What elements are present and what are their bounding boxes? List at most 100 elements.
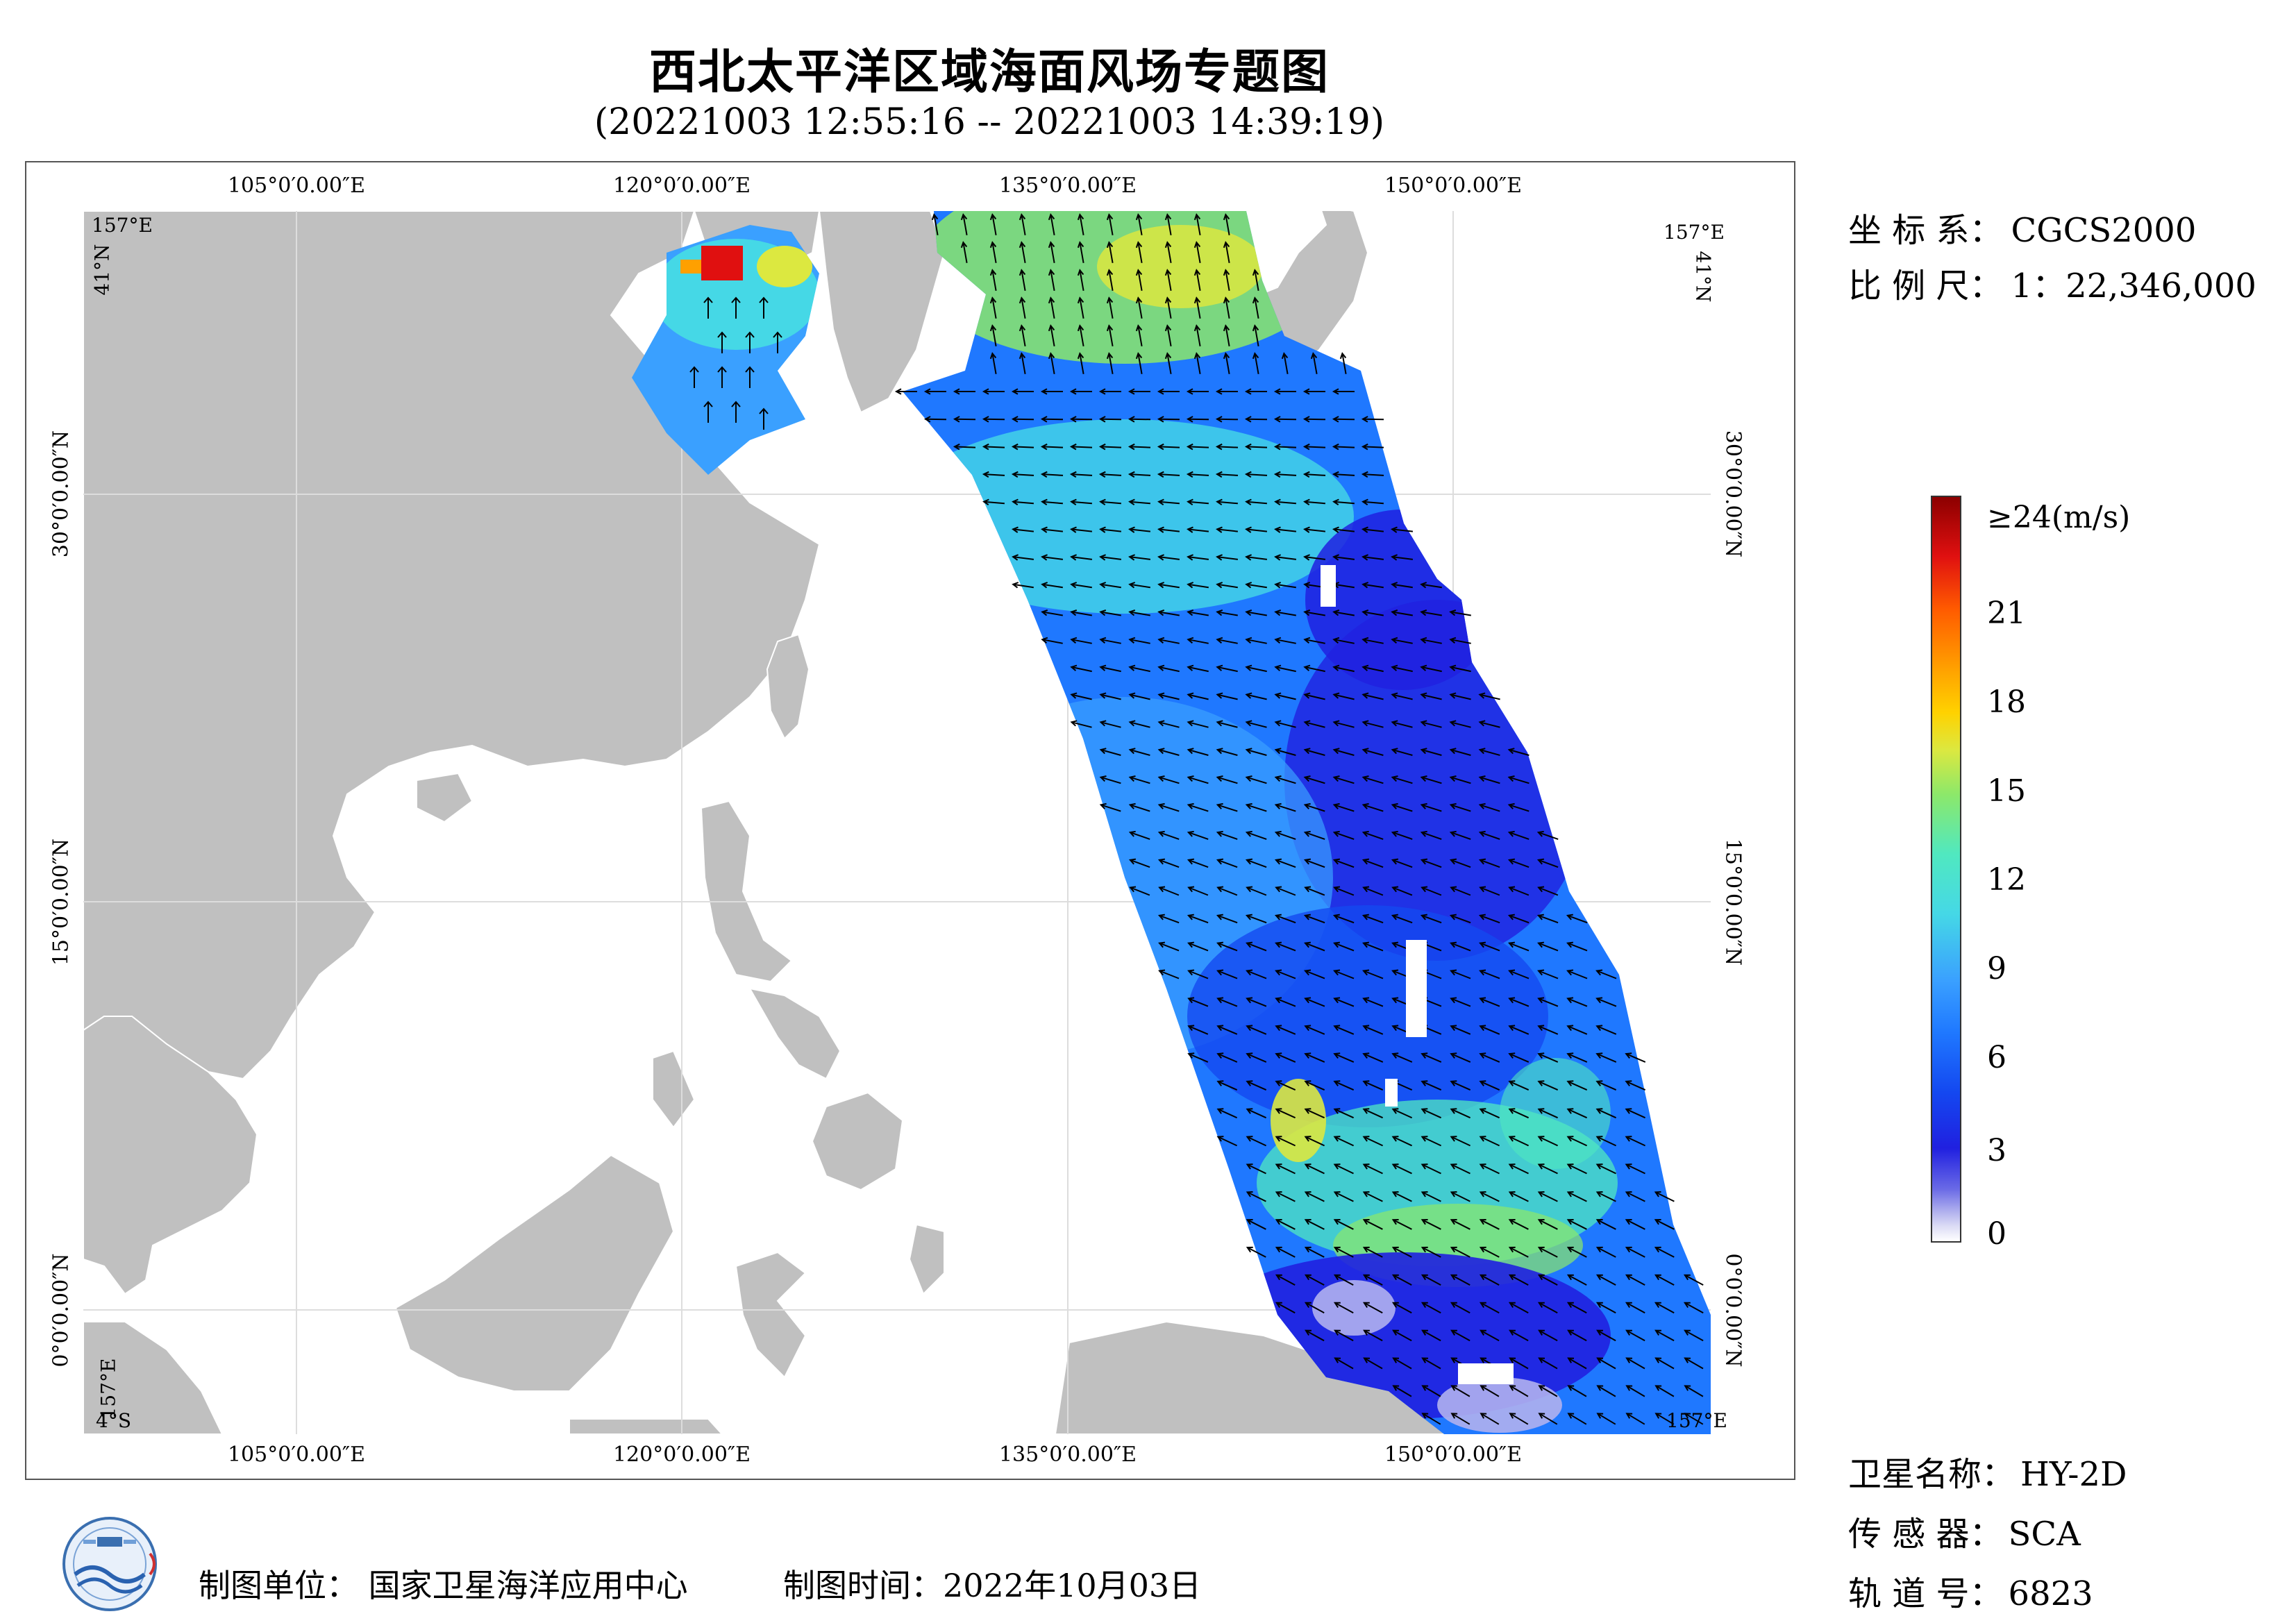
wind-arrow-head bbox=[1187, 1025, 1195, 1032]
wind-arrow-head bbox=[1273, 388, 1281, 395]
wind-arrow bbox=[1421, 1108, 1442, 1119]
wind-arrow-head bbox=[1391, 1302, 1399, 1309]
wind-arrow-head bbox=[1305, 1329, 1312, 1336]
wind-arrow bbox=[1393, 1247, 1412, 1258]
wind-arrow bbox=[1158, 556, 1180, 560]
wind-arrow bbox=[1079, 242, 1084, 263]
map-frame bbox=[25, 161, 1795, 1480]
wind-arrow-head bbox=[1274, 554, 1281, 561]
wind-arrow-head bbox=[1567, 1357, 1575, 1363]
wind-arrow bbox=[1100, 611, 1121, 616]
wind-arrow-head bbox=[1274, 609, 1282, 616]
wind-arrow-head bbox=[1478, 748, 1486, 755]
wind-arrow-head bbox=[1450, 1246, 1457, 1253]
wind-arrow bbox=[1246, 446, 1268, 448]
wind-arrow-head bbox=[1420, 720, 1427, 727]
wind-arrow bbox=[1422, 1302, 1441, 1314]
wind-arrow bbox=[1275, 970, 1296, 979]
wind-arrow bbox=[1363, 749, 1384, 756]
wind-arrow-head bbox=[1391, 692, 1398, 699]
wind-arrow bbox=[1275, 1136, 1296, 1147]
wind-arrow bbox=[1050, 326, 1055, 346]
wind-arrow-head bbox=[1566, 969, 1574, 976]
wind-arrow bbox=[1450, 1080, 1471, 1091]
wind-arrow-head bbox=[1275, 1274, 1282, 1281]
wind-arrow bbox=[1041, 473, 1064, 476]
wind-arrow bbox=[1480, 804, 1500, 812]
wind-arrow-head bbox=[1625, 1163, 1632, 1170]
wind-arrow-head bbox=[1012, 554, 1019, 561]
wind-arrow bbox=[1538, 998, 1559, 1007]
wind-arrow-head bbox=[1128, 692, 1136, 699]
wind-arrow bbox=[1275, 914, 1296, 924]
wind-arrow-head bbox=[1507, 748, 1515, 755]
wind-arrow bbox=[1596, 970, 1617, 979]
wind-arrow-head bbox=[1508, 1246, 1516, 1253]
wind-arrow-head bbox=[1450, 1025, 1457, 1032]
wind-arrow-head bbox=[1275, 997, 1282, 1004]
hainan bbox=[416, 772, 474, 823]
wind-arrow bbox=[1334, 666, 1355, 673]
wind-arrow bbox=[1568, 1413, 1587, 1425]
wind-arrow-head bbox=[1449, 802, 1457, 809]
wind-arrow bbox=[1509, 832, 1530, 840]
wind-arrow bbox=[1254, 353, 1259, 374]
wind-arrow bbox=[1480, 1136, 1500, 1147]
wind-arrow-head bbox=[1077, 352, 1084, 360]
wind-arrow-head bbox=[1303, 775, 1311, 782]
wind-arrow bbox=[1246, 859, 1267, 868]
wind-arrow bbox=[1392, 914, 1413, 924]
wind-arrow-head bbox=[1157, 526, 1164, 533]
wind-arrow-head bbox=[1246, 1052, 1253, 1059]
wind-arrow bbox=[1108, 326, 1114, 346]
corner-top-left-lon: 157°E bbox=[92, 214, 153, 237]
wind-arrow-head bbox=[1420, 830, 1427, 837]
wind-arrow-head bbox=[1128, 720, 1136, 727]
wind-arrow-head bbox=[1302, 416, 1310, 423]
wind-arrow bbox=[1159, 583, 1180, 589]
wind-arrow-head bbox=[1273, 471, 1281, 478]
wind-arrow bbox=[1450, 1025, 1471, 1035]
wind-arrow bbox=[1217, 611, 1238, 616]
wind-arrow-head bbox=[1538, 1329, 1545, 1336]
wind-arrow-head bbox=[1011, 416, 1019, 423]
wind-arrow-head bbox=[1625, 1219, 1632, 1225]
wind-arrow-head bbox=[1391, 1191, 1399, 1197]
wind-arrow bbox=[1187, 418, 1209, 421]
wind-arrow bbox=[1079, 298, 1084, 319]
wind-arrow bbox=[1509, 998, 1530, 1007]
wind-arrow-head bbox=[982, 471, 989, 478]
wind-arrow bbox=[1159, 639, 1180, 644]
wind-arrow-head bbox=[982, 388, 989, 395]
wind-arrow-head bbox=[1099, 692, 1107, 699]
wind-arrow-head bbox=[1244, 471, 1252, 478]
wind-arrow-head bbox=[1303, 526, 1310, 533]
wind-arrow-head bbox=[1479, 1136, 1486, 1142]
wind-arrow-head bbox=[1684, 1413, 1691, 1419]
wind-arrow bbox=[1597, 1302, 1616, 1314]
wind-arrow-head bbox=[1273, 416, 1281, 423]
wind-arrow-head bbox=[1187, 498, 1193, 506]
wind-arrow bbox=[1363, 1025, 1384, 1035]
lat-label-right-0: 0°0′0.00″N bbox=[1720, 1253, 1745, 1368]
wind-arrow-head bbox=[1164, 352, 1172, 360]
wind-arrow bbox=[1421, 886, 1442, 896]
wind-arrow bbox=[1364, 1219, 1383, 1230]
wind-arrow-head bbox=[1304, 1052, 1312, 1059]
wind-arrow bbox=[1450, 693, 1471, 700]
wind-arrow bbox=[1363, 1080, 1384, 1091]
wind-arrow-head bbox=[1157, 388, 1164, 395]
wind-arrow bbox=[1100, 721, 1121, 728]
wind-arrow bbox=[1451, 1385, 1470, 1397]
wind-arrow bbox=[1333, 528, 1355, 532]
wind-arrow-head bbox=[1099, 609, 1107, 616]
wind-arrow-head bbox=[1479, 1219, 1486, 1225]
wind-arrow bbox=[1450, 886, 1471, 896]
wind-field-map[interactable] bbox=[83, 211, 1711, 1434]
wind-arrow-head bbox=[1128, 582, 1136, 589]
wind-arrow-head bbox=[1246, 969, 1253, 976]
wind-arrow bbox=[1334, 1247, 1354, 1258]
wind-arrow bbox=[933, 215, 939, 235]
wind-arrow bbox=[1275, 501, 1296, 505]
wind-arrow-head bbox=[1274, 775, 1282, 782]
